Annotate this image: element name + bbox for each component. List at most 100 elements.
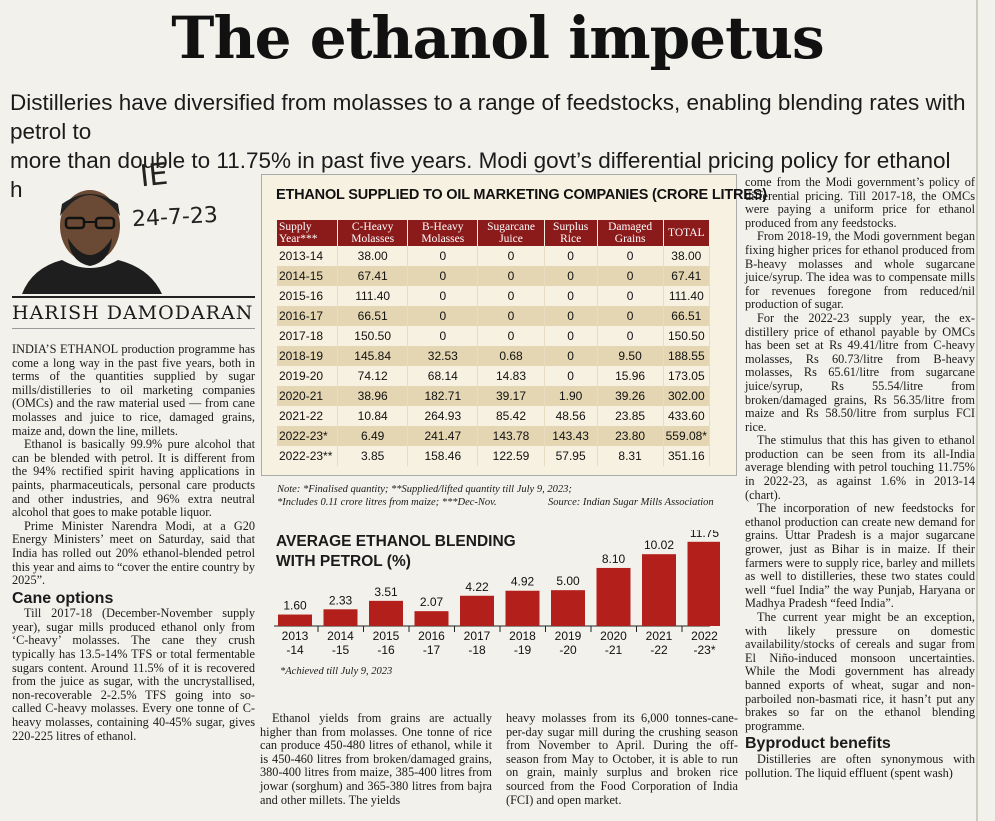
chart-title-line-2: WITH PETROL (%) <box>276 553 411 570</box>
paragraph: The incorporation of new feedstocks for … <box>745 501 975 611</box>
table-source: Source: Indian Sugar Mills Association <box>548 497 714 508</box>
table-cell: 0 <box>407 326 479 346</box>
x-tick-label: 2018 <box>509 629 536 643</box>
table-cell: 145.84 <box>337 346 409 366</box>
paragraph: Ethanol yields from grains are actually … <box>260 711 492 807</box>
table-cell: 122.59 <box>477 446 545 466</box>
x-tick-label: 2013 <box>282 629 309 643</box>
bar <box>551 590 585 626</box>
paragraph: Till 2017-18 (December-November supply y… <box>12 606 255 743</box>
bar-value-label: 3.51 <box>374 585 398 599</box>
table-cell: 0 <box>544 366 598 386</box>
x-tick-label-line-2: -18 <box>468 643 486 657</box>
table-cell: 57.95 <box>544 446 598 466</box>
handwritten-note-2: 24-7-23 <box>131 202 219 233</box>
table-cell: 23.80 <box>597 426 664 446</box>
table-cell: 0 <box>544 286 598 306</box>
paragraph: Prime Minister Narendra Modi, at a G20 E… <box>12 518 255 588</box>
table-row: 2022-23** 3.85 158.46 122.59 57.95 8.31 351.16 <box>277 446 711 466</box>
table-row: 2015-16 111.40 0 0 0 0 111.40 <box>277 286 711 306</box>
table-cell: 158.46 <box>407 446 479 466</box>
table-cell: 0 <box>477 286 545 306</box>
bar <box>687 541 720 626</box>
table-cell: 0 <box>477 266 545 286</box>
table-cell: 2013-14 <box>277 246 339 266</box>
paragraph: The stimulus that this has given to etha… <box>745 433 975 502</box>
table-cell: 0 <box>407 306 479 326</box>
bar-value-label: 2.07 <box>420 595 444 609</box>
table-cell: 150.50 <box>663 326 711 346</box>
table-cell: 15.96 <box>597 366 664 386</box>
author-photo <box>22 176 162 294</box>
table-cell: 302.00 <box>663 386 711 406</box>
x-tick-label: 2021 <box>646 629 673 643</box>
table-cell: 85.42 <box>477 406 545 426</box>
table-cell: 10.84 <box>337 406 409 426</box>
table-cell: 39.26 <box>597 386 664 406</box>
table-header-cell: Supply Year*** <box>277 220 339 246</box>
table-cell: 182.71 <box>407 386 479 406</box>
bar <box>323 609 358 626</box>
table-header-cell: Sugarcane Juice <box>477 220 545 246</box>
bar-value-label: 8.10 <box>602 552 626 566</box>
table-cell: 0 <box>597 326 664 346</box>
table-note: Note: *Finalised quantity; **Supplied/li… <box>277 483 717 509</box>
table-cell: 0 <box>477 326 545 346</box>
bar-value-label: 10.02 <box>644 538 674 552</box>
table-cell: 0 <box>544 246 598 266</box>
table-header-row: Supply Year*** C-Heavy Molasses B-Heavy Mo… <box>277 220 711 246</box>
table-cell: 67.41 <box>337 266 409 286</box>
table-note-line-1: Note: *Finalised quantity; **Supplied/li… <box>277 484 572 495</box>
author-byline: HARISH DAMODARAN <box>12 296 255 329</box>
table-cell: 264.93 <box>407 406 479 426</box>
table-cell: 9.50 <box>597 346 664 366</box>
table-cell: 0 <box>477 246 545 266</box>
table-row: 2018-19 145.84 32.53 0.68 0 9.50 188.55 <box>277 346 711 366</box>
table-cell: 0 <box>597 306 664 326</box>
table-cell: 0 <box>477 306 545 326</box>
table-cell: 2018-19 <box>277 346 339 366</box>
table-header-cell: Damaged Grains <box>597 220 664 246</box>
table-cell: 2022-23* <box>277 426 339 446</box>
table-header-cell: B-Heavy Molasses <box>407 220 479 246</box>
table-cell: 150.50 <box>337 326 409 346</box>
table-header-cell: TOTAL <box>663 220 711 246</box>
table-cell: 1.90 <box>544 386 598 406</box>
bar-value-label: 4.22 <box>465 580 489 594</box>
table-cell: 351.16 <box>663 446 711 466</box>
paragraph: For the 2022-23 supply year, the ex-dist… <box>745 310 975 434</box>
table-row: 2021-22 10.84 264.93 85.42 48.56 23.85 433.60 <box>277 406 711 426</box>
bar <box>278 614 312 626</box>
table-cell: 39.17 <box>477 386 545 406</box>
table-cell: 0 <box>544 306 598 326</box>
x-tick-label: 2019 <box>555 629 582 643</box>
x-tick-label-line-2: -20 <box>559 643 577 657</box>
bar-value-label: 2.33 <box>329 593 353 607</box>
bar <box>460 595 494 626</box>
bar <box>369 600 403 626</box>
table-cell: 2015-16 <box>277 286 339 306</box>
bar-value-label: 5.00 <box>556 574 580 588</box>
table-row: 2014-15 67.41 0 0 0 0 67.41 <box>277 266 711 286</box>
table-cell: 0 <box>407 286 479 306</box>
x-tick-label-line-2: -15 <box>332 643 350 657</box>
table-cell: 0 <box>597 286 664 306</box>
table-cell: 2019-20 <box>277 366 339 386</box>
bar <box>414 611 449 626</box>
paragraph: INDIA’S ETHANOL production programme has… <box>12 342 255 438</box>
article-column-4: come from the Modi government’s policy o… <box>745 175 975 780</box>
x-tick-label: 2020 <box>600 629 627 643</box>
table-cell: 6.49 <box>337 426 409 446</box>
bar <box>642 554 676 626</box>
x-tick-label-line-2: -16 <box>377 643 395 657</box>
table-cell: 0 <box>407 266 479 286</box>
table-cell: 68.14 <box>407 366 479 386</box>
table-cell: 241.47 <box>407 426 479 446</box>
bar <box>505 590 540 626</box>
bar-value-label: 11.75 <box>690 530 719 540</box>
paragraph: From 2018-19, the Modi government began … <box>745 229 975 312</box>
table-cell: 38.96 <box>337 386 409 406</box>
table-cell: 111.40 <box>337 286 409 306</box>
table-cell: 14.83 <box>477 366 545 386</box>
x-tick-label-line-2: -21 <box>605 643 623 657</box>
